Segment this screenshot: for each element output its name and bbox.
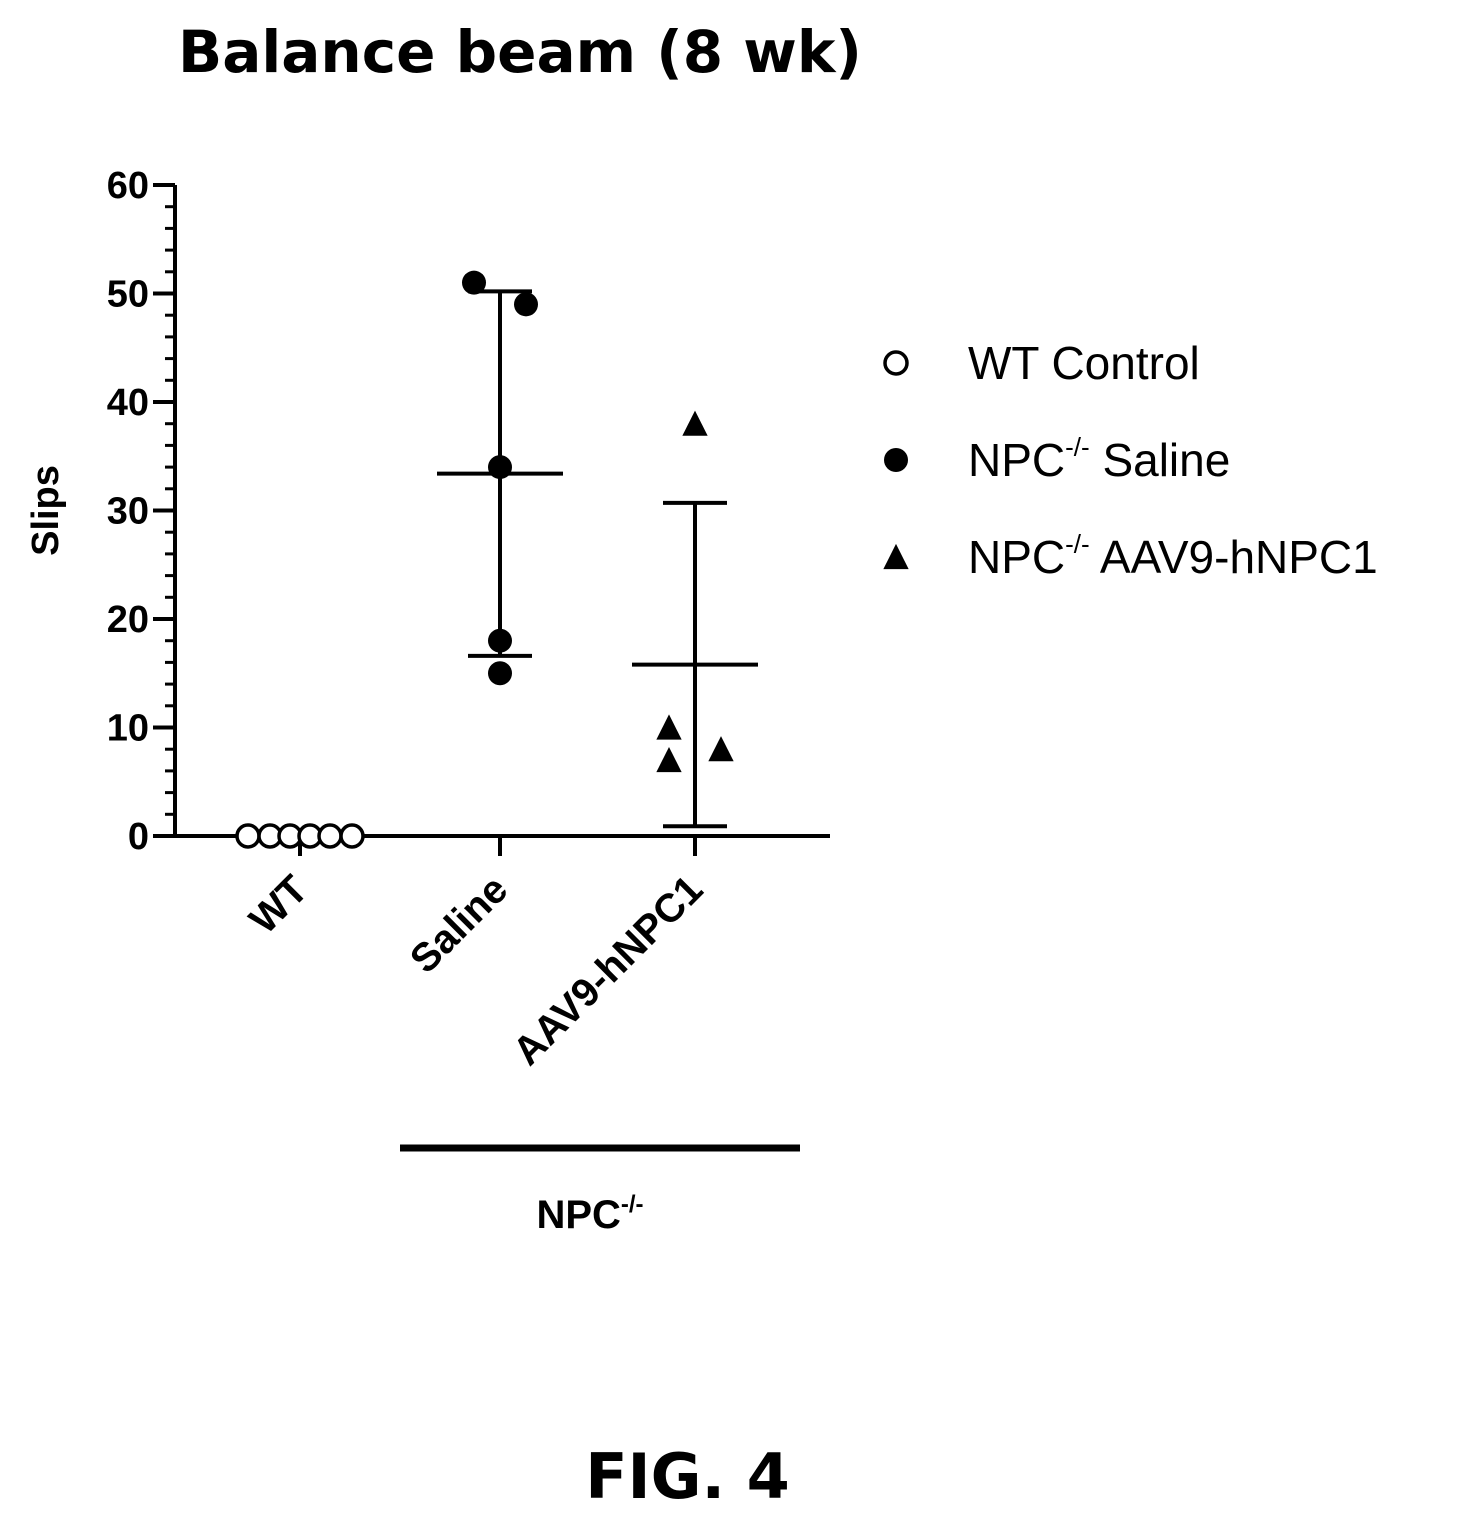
legend-label: NPC-/- AAV9-hNPC1 [968,529,1378,583]
y-tick-label: 10 [107,708,149,750]
legend-label-superscript: -/- [1065,432,1090,462]
data-point [656,746,682,773]
legend-marker [884,448,908,472]
data-point [656,714,682,740]
group-label-superscript: -/- [621,1191,644,1218]
x-tick-label: Saline [402,867,516,981]
data-point [488,628,512,653]
group-label: NPC-/- [536,1191,643,1237]
data-point [708,736,734,762]
legend-label-rest: AAV9-hNPC1 [1090,531,1378,583]
data-point [488,455,512,480]
legend-label-base: WT Control [968,337,1200,389]
chart-title: Balance beam (8 wk) [178,18,862,86]
y-tick-label: 0 [128,816,149,858]
data-point [235,823,261,849]
figure-label: FIG. 4 [585,1440,790,1513]
y-tick-label: 50 [107,274,149,316]
y-tick-label: 60 [107,165,149,207]
y-axis-label: Slips [25,465,67,556]
error-bars [437,289,758,829]
legend-marker [883,350,909,376]
group-label-base: NPC [536,1193,620,1237]
legend-label-superscript: -/- [1065,529,1090,559]
data-point [317,823,343,849]
data-point [514,292,538,317]
legend-marker [883,543,909,570]
y-axis: 0 10 20 30 40 50 60 [107,165,177,858]
data-point [462,270,486,295]
legend-label: WT Control [968,337,1200,389]
legend-label-rest: Saline [1090,434,1231,486]
x-tick-label: AAV9-hNPC1 [505,867,712,1074]
data-point [488,661,512,686]
legend-label: NPC-/- Saline [968,432,1230,486]
y-tick-label: 30 [107,491,149,533]
npc-group-bracket: NPC-/- [400,1144,800,1237]
data-points [235,270,734,849]
data-point [682,410,708,436]
legend-label-base: NPC [968,531,1065,583]
x-tick-label: WT [241,867,316,942]
legend-label-base: NPC [968,434,1065,486]
y-tick-label: 20 [107,599,149,641]
y-tick-label: 40 [107,382,149,424]
data-point [339,823,365,849]
